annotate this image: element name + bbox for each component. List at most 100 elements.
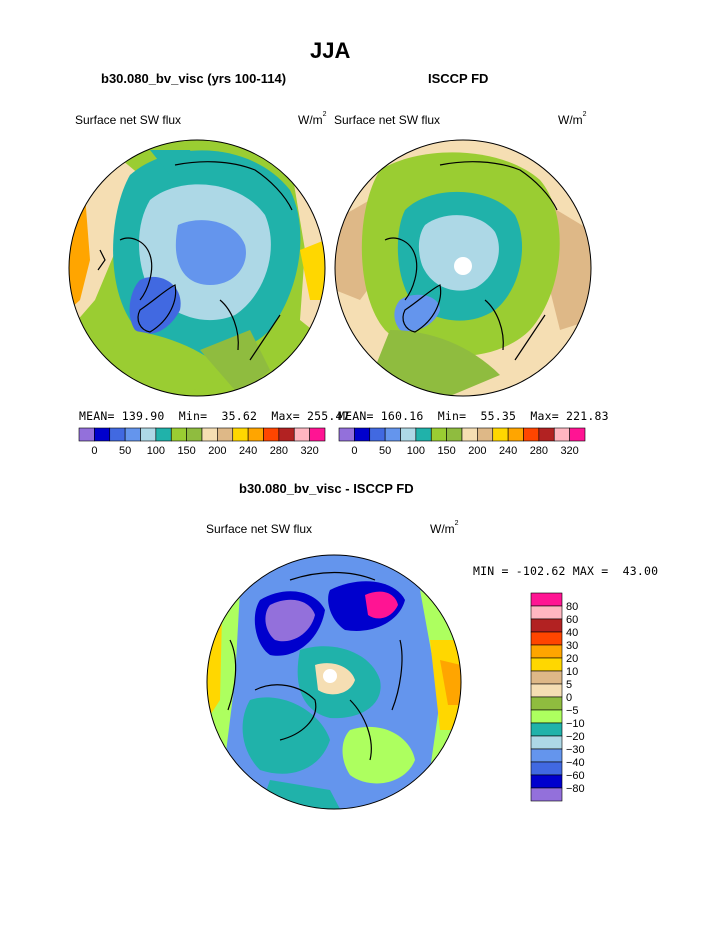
colorbar1-swatch-13 — [278, 427, 295, 442]
colorbar-model: 0 50 100 150 200 240 280 320 — [78, 427, 326, 457]
panel2-mean-label: MEAN= — [338, 409, 374, 423]
colorbar3-tick-label: 20 — [566, 653, 578, 665]
panel1-min-value: 35.62 — [221, 409, 258, 423]
colorbar2-swatch-13 — [538, 427, 555, 442]
panel2-variable-label: Surface net SW flux — [334, 113, 441, 127]
colorbar1-swatch-2 — [109, 427, 126, 442]
colorbar1-tick-label: 240 — [239, 445, 257, 457]
panel2-mean-value: 160.16 — [380, 409, 424, 423]
colorbar2-swatch-15 — [569, 427, 586, 442]
colorbar3-swatch-9 — [530, 709, 563, 724]
panel2-min-value: 55.35 — [480, 409, 517, 423]
colorbar3-swatch-1 — [530, 605, 563, 620]
colorbar3-tick-label: 60 — [566, 614, 578, 626]
panel2-min-label: Min= — [437, 409, 467, 423]
colorbar2-swatch-10 — [492, 427, 509, 442]
colorbar2-swatch-4 — [400, 427, 417, 442]
page-title: JJA — [310, 38, 351, 63]
colorbar3-tick-label: −5 — [566, 705, 579, 717]
colorbar3-swatch-5 — [530, 657, 563, 672]
colorbar1-swatch-9 — [217, 427, 234, 442]
colorbar3-tick-label: −40 — [566, 757, 585, 769]
panel3-units-exp: 2 — [454, 520, 459, 527]
colorbar2-swatch-9 — [477, 427, 494, 442]
colorbar1-swatch-3 — [124, 427, 141, 442]
colorbar3-tick-label: 80 — [566, 601, 578, 613]
colorbar1-swatch-8 — [201, 427, 218, 442]
panel1-stats: MEAN= 139.90 Min= 35.62 Max= 255.47 — [79, 409, 350, 423]
colorbar3-tick-label: −80 — [566, 783, 585, 795]
colorbar3-swatch-14 — [530, 774, 563, 789]
colorbar1-swatch-7 — [186, 427, 203, 442]
colorbar3-swatch-4 — [530, 644, 563, 659]
colorbar1-swatch-6 — [170, 427, 187, 442]
colorbar2-tick-label: 280 — [530, 445, 548, 457]
colorbar1-swatch-4 — [140, 427, 157, 442]
panel2-units: W/m2 — [558, 111, 587, 127]
panel1-units: W/m2 — [298, 111, 327, 127]
panel2-max-label: Max= — [530, 409, 559, 423]
panel1-heading: b30.080_bv_visc (yrs 100-114) — [101, 71, 287, 86]
colorbar2-tick-label: 240 — [499, 445, 517, 457]
map-model — [69, 140, 325, 396]
colorbar2-tick-label: 50 — [379, 445, 391, 457]
colorbar1-tick-label: 200 — [208, 445, 226, 457]
colorbar1-swatch-15 — [309, 427, 326, 442]
colorbar2-tick-label: 100 — [407, 445, 425, 457]
panel1-max-value: 255.47 — [307, 409, 350, 423]
colorbar3-swatch-0 — [530, 592, 563, 607]
colorbar1-swatch-10 — [232, 427, 249, 442]
colorbar1-swatch-11 — [247, 427, 264, 442]
panel3-min-value: -102.62 — [515, 564, 566, 578]
colorbar3-swatch-13 — [530, 761, 563, 776]
panel1-min-label: Min= — [178, 409, 208, 423]
colorbar3-tick-label: −60 — [566, 770, 585, 782]
colorbar2-swatch-2 — [369, 427, 386, 442]
map-model-outline — [68, 139, 326, 397]
colorbar3-swatch-10 — [530, 722, 563, 737]
colorbar3-swatch-15 — [530, 787, 563, 802]
colorbar3-tick-label: 40 — [566, 627, 578, 639]
colorbar3-swatch-3 — [530, 631, 563, 646]
colorbar2-tick-label: 200 — [468, 445, 486, 457]
colorbar3-tick-label: 5 — [566, 679, 572, 691]
colorbar1-tick-label: 320 — [300, 445, 318, 457]
colorbar3-swatch-12 — [530, 748, 563, 763]
panel3-heading: b30.080_bv_visc - ISCCP FD — [239, 481, 414, 496]
panel3-max-value: 43.00 — [622, 564, 659, 578]
panel2-max-value: 221.83 — [566, 409, 609, 423]
panel1-units-base: W/m — [298, 113, 323, 127]
colorbar2-swatch-0 — [338, 427, 355, 442]
map-observed — [335, 140, 591, 396]
colorbar2-tick-label: 0 — [351, 445, 357, 457]
colorbar1-tick-label: 100 — [147, 445, 165, 457]
colorbar1-tick-label: 50 — [119, 445, 131, 457]
colorbar3-tick-label: 10 — [566, 666, 578, 678]
colorbar3-swatch-7 — [530, 683, 563, 698]
panel3-units-base: W/m — [430, 522, 455, 536]
panel1-variable-label: Surface net SW flux — [75, 113, 182, 127]
panel1-max-label: Max= — [271, 409, 300, 423]
colorbar2-swatch-3 — [384, 427, 401, 442]
panel3-stats: MIN = -102.62 MAX = 43.00 — [473, 564, 658, 578]
colorbar1-swatch-1 — [94, 427, 111, 442]
map-observed-outline — [334, 139, 592, 397]
panel1-units-exp: 2 — [322, 111, 327, 118]
colorbar2-tick-label: 150 — [437, 445, 455, 457]
map-difference — [207, 555, 461, 809]
colorbar2-swatch-11 — [507, 427, 524, 442]
colorbar3-tick-label: −30 — [566, 744, 585, 756]
colorbar3-swatch-6 — [530, 670, 563, 685]
colorbar1-swatch-12 — [263, 427, 280, 442]
colorbar1-tick-label: 0 — [91, 445, 97, 457]
colorbar2-swatch-5 — [415, 427, 432, 442]
panel2-heading: ISCCP FD — [428, 71, 489, 86]
colorbar2-swatch-8 — [461, 427, 478, 442]
colorbar3-tick-label: −10 — [566, 718, 585, 730]
colorbar3-tick-label: −20 — [566, 731, 585, 743]
panel2-stats: MEAN= 160.16 Min= 55.35 Max= 221.83 — [338, 409, 609, 423]
colorbar2-swatch-1 — [354, 427, 371, 442]
panel3-max-label: MAX = — [572, 564, 609, 578]
